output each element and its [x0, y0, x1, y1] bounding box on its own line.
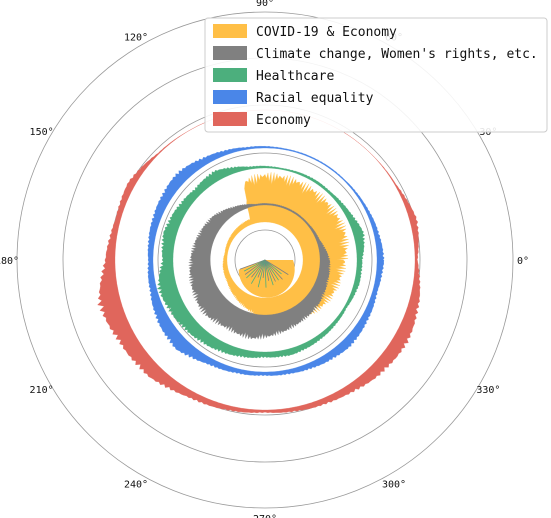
center-spoke	[244, 259, 266, 275]
legend-swatch	[213, 112, 247, 126]
center-spokes	[238, 259, 295, 298]
center-spoke	[264, 259, 289, 275]
center-spoke	[262, 259, 266, 278]
center-spoke	[264, 259, 283, 280]
legend-swatch	[213, 24, 247, 38]
angle-tick-label: 240°	[124, 479, 148, 490]
center-spoke	[257, 259, 266, 278]
legend-swatch	[213, 46, 247, 60]
angle-tick-label: 0°	[517, 256, 529, 267]
center-spoke	[246, 259, 266, 279]
legend-swatch	[213, 68, 247, 82]
angle-tick-label: 150°	[30, 127, 54, 138]
center-spoke	[251, 259, 266, 278]
legend-label: Healthcare	[256, 69, 334, 84]
angle-tick-label: 300°	[382, 479, 406, 490]
center-spoke	[250, 259, 266, 284]
legend-swatch	[213, 90, 247, 104]
angle-tick-label: 90°	[256, 0, 274, 9]
center-spoke	[239, 259, 266, 270]
series-area-2	[156, 165, 366, 359]
legend-label: Climate change, Women's rights, etc.	[256, 47, 538, 62]
legend-label: Economy	[256, 113, 311, 128]
series-areas	[97, 109, 421, 414]
center-spoke	[264, 259, 282, 275]
legend: COVID-19 & Economy Climate change, Women'…	[204, 17, 548, 133]
series-area-1	[188, 203, 331, 340]
center-spoke	[264, 259, 279, 281]
series-area-4	[97, 109, 421, 414]
center-spoke	[264, 259, 270, 281]
angle-tick-label: 180°	[0, 256, 19, 267]
series-area-3	[147, 146, 385, 376]
angle-tick-label: 270°	[253, 514, 277, 518]
center-spoke	[257, 259, 266, 288]
legend-label: COVID-19 & Economy	[256, 25, 397, 40]
legend-frame	[204, 17, 548, 133]
center-spoke	[264, 259, 267, 288]
center-spoke	[243, 259, 266, 272]
angle-tick-label: 330°	[476, 385, 500, 396]
grid-circle-5	[16, 11, 514, 509]
center-spoke	[264, 259, 276, 282]
angle-tick-label: 120°	[124, 33, 148, 44]
center-spoke	[264, 259, 274, 286]
angle-tick-label: 210°	[30, 385, 54, 396]
grid-circle-2	[157, 152, 373, 368]
legend-label: Racial equality	[256, 91, 374, 106]
